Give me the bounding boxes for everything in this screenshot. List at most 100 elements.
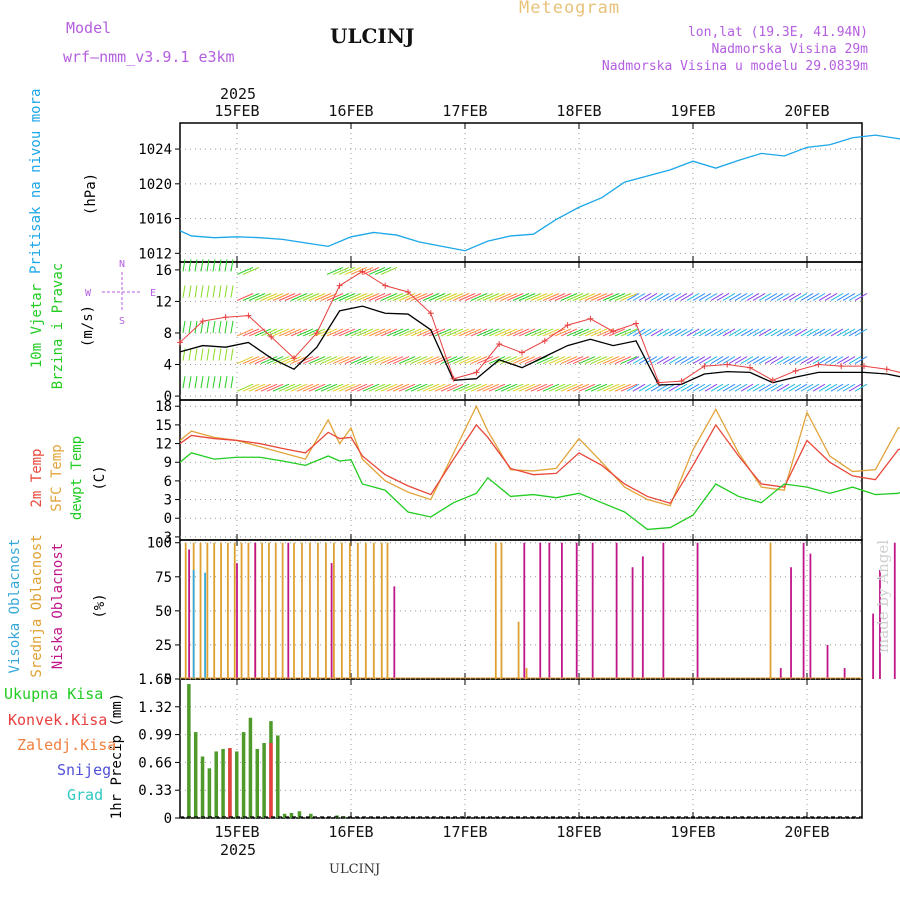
wind-barb bbox=[674, 328, 688, 337]
wind-barb bbox=[536, 356, 554, 365]
wind-barb bbox=[458, 328, 476, 337]
wind-barb bbox=[290, 383, 308, 392]
wind-barb bbox=[416, 383, 434, 392]
wind-barb bbox=[224, 320, 228, 334]
date-label-bottom: 15FEB bbox=[214, 823, 259, 841]
wind-barb bbox=[656, 356, 670, 365]
wind-barb bbox=[428, 356, 446, 365]
gust-marker bbox=[382, 282, 389, 289]
gust-marker bbox=[701, 363, 708, 370]
wind-barb bbox=[722, 383, 736, 392]
wind-barb bbox=[596, 293, 614, 301]
wind-barb bbox=[704, 293, 718, 301]
wind-barb bbox=[224, 376, 228, 389]
gust-marker bbox=[222, 314, 229, 321]
wind-barb bbox=[620, 383, 638, 392]
wind-barb bbox=[842, 293, 856, 301]
wind-barb bbox=[590, 383, 608, 392]
gust-marker bbox=[405, 288, 411, 295]
wind-barb bbox=[770, 383, 784, 392]
wind-barb bbox=[644, 383, 658, 392]
wind-barb bbox=[182, 285, 186, 298]
wind-barb bbox=[350, 267, 368, 275]
wind-barb bbox=[626, 328, 640, 337]
wind-barb bbox=[488, 356, 506, 365]
wind-barb bbox=[320, 383, 338, 392]
wind-barb bbox=[584, 293, 602, 301]
wind-barb bbox=[848, 328, 862, 337]
wind-barb bbox=[188, 376, 192, 389]
wind-barb bbox=[692, 293, 706, 301]
wind-barb bbox=[800, 383, 814, 392]
precip-freezing-label: Zaledj.Kisa bbox=[17, 736, 117, 754]
wind-barb bbox=[848, 383, 862, 392]
gust-marker bbox=[199, 318, 206, 325]
footer-station: ULCINJ bbox=[329, 862, 381, 877]
wind-barb bbox=[356, 356, 374, 365]
gust-marker bbox=[427, 310, 434, 317]
wind-barb bbox=[800, 356, 814, 365]
wind-barb bbox=[206, 320, 210, 334]
gust-marker bbox=[177, 339, 183, 346]
wind-barb bbox=[602, 356, 620, 365]
wind-barb bbox=[230, 348, 234, 361]
wind-barb bbox=[446, 328, 464, 337]
wind-barb bbox=[434, 293, 452, 301]
wind-barb bbox=[266, 383, 284, 392]
y-tick-label: 0 bbox=[164, 389, 172, 405]
wind-barb bbox=[278, 328, 296, 337]
wind-barb bbox=[572, 383, 590, 392]
wind-barb bbox=[740, 293, 754, 301]
wind-barb bbox=[680, 383, 694, 392]
precip-total-bar bbox=[187, 684, 191, 818]
wind-barb bbox=[764, 356, 778, 365]
wind-barb bbox=[566, 328, 584, 337]
wind-barb bbox=[734, 383, 748, 392]
wind-barb bbox=[476, 328, 494, 337]
wind-barb bbox=[716, 383, 730, 392]
wind-barb bbox=[746, 328, 760, 337]
gust-marker bbox=[838, 363, 845, 370]
wind-barb bbox=[806, 328, 820, 337]
wind-barb bbox=[674, 383, 688, 392]
wind-barb bbox=[272, 383, 290, 392]
wind-barb bbox=[332, 328, 350, 337]
wind-barb bbox=[614, 383, 632, 392]
wind-barb bbox=[740, 356, 754, 365]
wind-barb bbox=[758, 383, 772, 392]
date-label-top: 17FEB bbox=[442, 102, 487, 120]
wind-barb bbox=[848, 356, 862, 365]
y-tick-label: 15 bbox=[155, 418, 172, 434]
wind-barb bbox=[416, 356, 434, 365]
wind-barb bbox=[764, 383, 778, 392]
y-tick-label: 1.32 bbox=[138, 700, 172, 716]
wind-barb bbox=[542, 293, 560, 301]
precip-conv-bar bbox=[228, 748, 232, 818]
wind-barb bbox=[536, 328, 554, 337]
y-tick-label: 50 bbox=[155, 604, 172, 620]
wind-barb bbox=[320, 293, 338, 301]
y-tick-label: 0.33 bbox=[138, 783, 172, 799]
wind-barb bbox=[308, 383, 326, 392]
wind-barb bbox=[770, 356, 784, 365]
wind-barb bbox=[254, 328, 272, 337]
gust-marker bbox=[541, 337, 548, 344]
lonlat-info: lon,lat (19.3E, 41.94N) bbox=[687, 25, 868, 40]
wind-barb bbox=[422, 356, 440, 365]
wind-barb bbox=[494, 293, 512, 301]
wind-barb bbox=[686, 356, 700, 365]
wind-barb bbox=[788, 383, 802, 392]
wind-barb bbox=[218, 285, 222, 298]
wind-barb bbox=[386, 383, 404, 392]
wind-barb bbox=[230, 320, 234, 334]
wind-barb bbox=[440, 293, 458, 301]
wind-barb bbox=[554, 356, 572, 365]
wind-barb bbox=[410, 383, 428, 392]
wind-barb bbox=[248, 383, 266, 392]
wind-barb bbox=[464, 356, 482, 365]
wind-barb bbox=[362, 293, 380, 301]
wind-barb bbox=[794, 356, 808, 365]
wind-barb bbox=[566, 383, 584, 392]
wind-barb bbox=[398, 328, 416, 337]
wind-barb bbox=[668, 328, 682, 337]
